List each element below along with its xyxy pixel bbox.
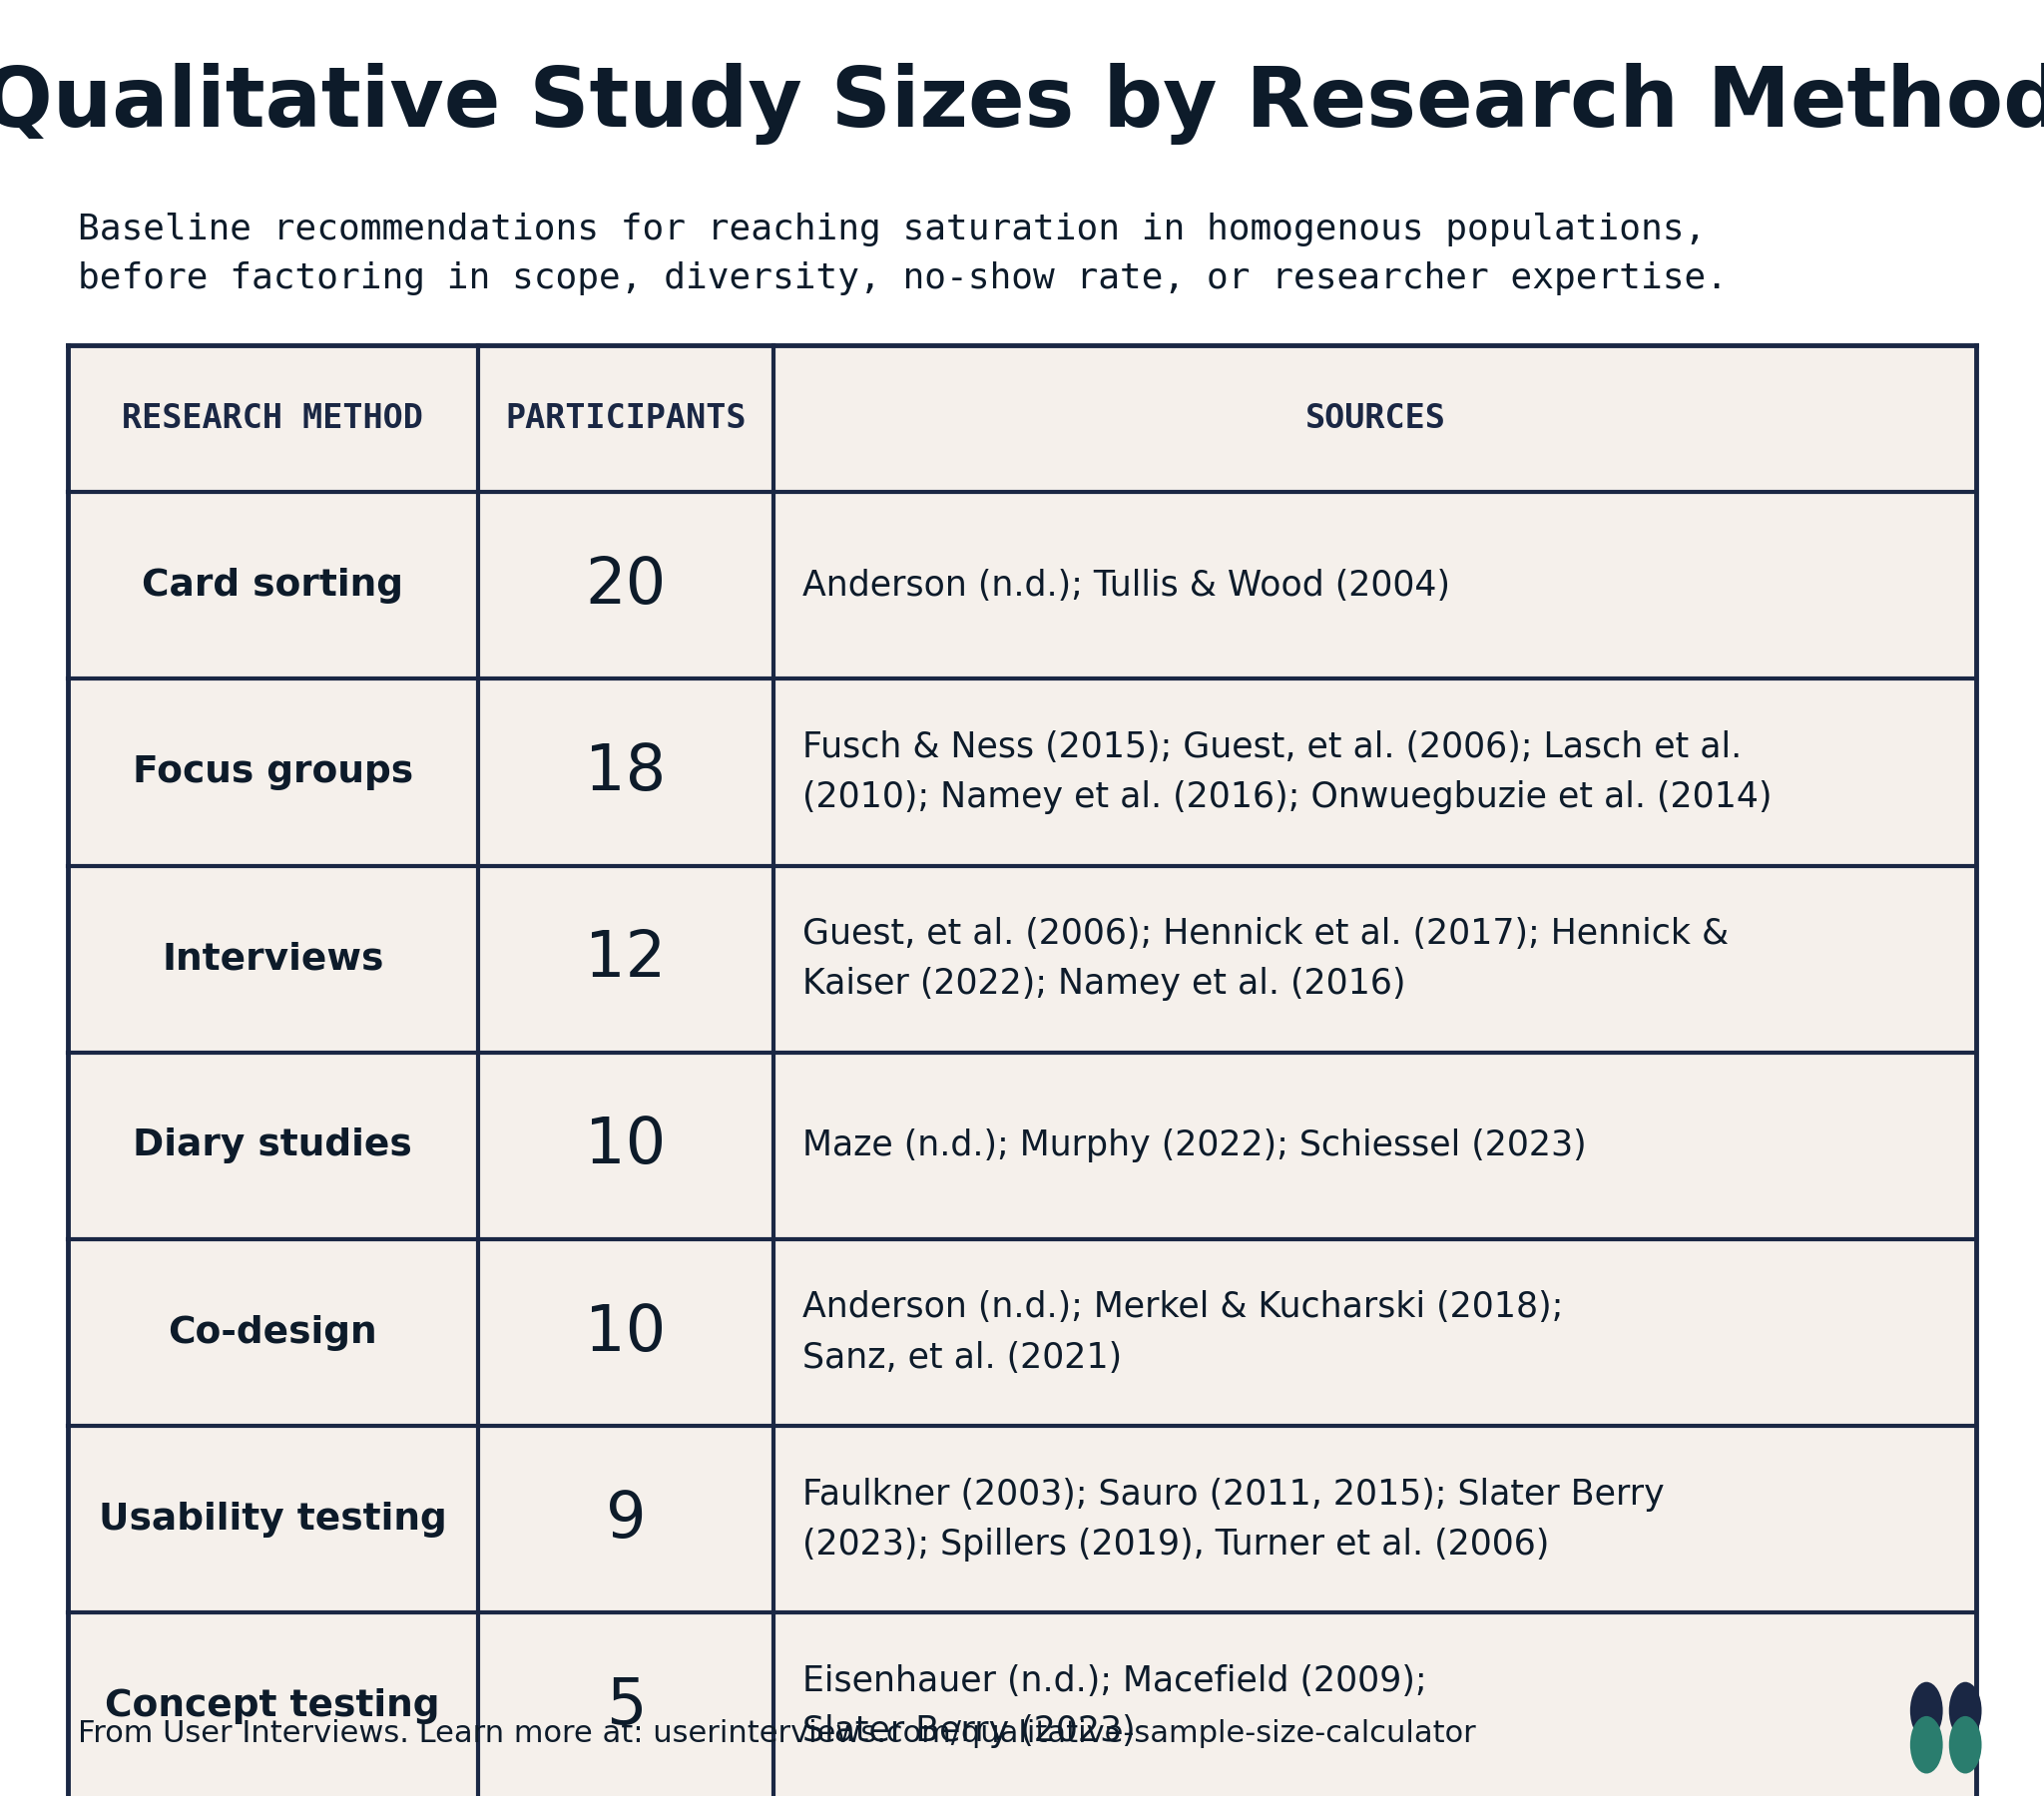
Text: Baseline recommendations for reaching saturation in homogenous populations,: Baseline recommendations for reaching sa… [78, 214, 1707, 246]
Text: 5: 5 [605, 1676, 646, 1737]
Text: 9: 9 [605, 1489, 646, 1550]
Text: Diary studies: Diary studies [133, 1128, 413, 1164]
Text: SOURCES: SOURCES [1304, 402, 1445, 435]
Text: Eisenhauer (n.d.); Macefield (2009);
Slater Berry (2023): Eisenhauer (n.d.); Macefield (2009); Sla… [803, 1665, 1427, 1748]
Text: before factoring in scope, diversity, no-show rate, or researcher expertise.: before factoring in scope, diversity, no… [78, 262, 1727, 295]
Text: Card sorting: Card sorting [141, 568, 403, 603]
Text: Focus groups: Focus groups [133, 754, 413, 790]
FancyBboxPatch shape [67, 345, 1977, 1796]
Text: Guest, et al. (2006); Hennick et al. (2017); Hennick &
Kaiser (2022); Namey et a: Guest, et al. (2006); Hennick et al. (20… [803, 918, 1729, 1000]
Text: Faulkner (2003); Sauro (2011, 2015); Slater Berry
(2023); Spillers (2019), Turne: Faulkner (2003); Sauro (2011, 2015); Sla… [803, 1478, 1664, 1561]
Text: From User Interviews. Learn more at: userinterviews.com/qualitative-sample-size-: From User Interviews. Learn more at: use… [78, 1719, 1476, 1748]
Text: 20: 20 [585, 555, 666, 616]
Text: Fusch & Ness (2015); Guest, et al. (2006); Lasch et al.
(2010); Namey et al. (20: Fusch & Ness (2015); Guest, et al. (2006… [803, 731, 1772, 814]
Text: 18: 18 [585, 742, 666, 803]
Text: Concept testing: Concept testing [104, 1688, 439, 1724]
Text: Maze (n.d.); Murphy (2022); Schiessel (2023): Maze (n.d.); Murphy (2022); Schiessel (2… [803, 1130, 1586, 1162]
Text: Qualitative Study Sizes by Research Method: Qualitative Study Sizes by Research Meth… [0, 63, 2044, 145]
Ellipse shape [1909, 1681, 1942, 1739]
Text: RESEARCH METHOD: RESEARCH METHOD [123, 402, 423, 435]
Text: Co-design: Co-design [168, 1315, 378, 1351]
Ellipse shape [1948, 1717, 1981, 1774]
Text: 10: 10 [585, 1302, 666, 1363]
Text: Anderson (n.d.); Merkel & Kucharski (2018);
Sanz, et al. (2021): Anderson (n.d.); Merkel & Kucharski (201… [803, 1291, 1564, 1374]
Text: 10: 10 [585, 1115, 666, 1176]
Text: PARTICIPANTS: PARTICIPANTS [505, 402, 746, 435]
Text: 12: 12 [585, 929, 666, 990]
Text: Anderson (n.d.); Tullis & Wood (2004): Anderson (n.d.); Tullis & Wood (2004) [803, 569, 1449, 602]
Text: Usability testing: Usability testing [98, 1501, 448, 1537]
Ellipse shape [1909, 1717, 1942, 1774]
Ellipse shape [1948, 1681, 1981, 1739]
Text: Interviews: Interviews [161, 941, 384, 977]
